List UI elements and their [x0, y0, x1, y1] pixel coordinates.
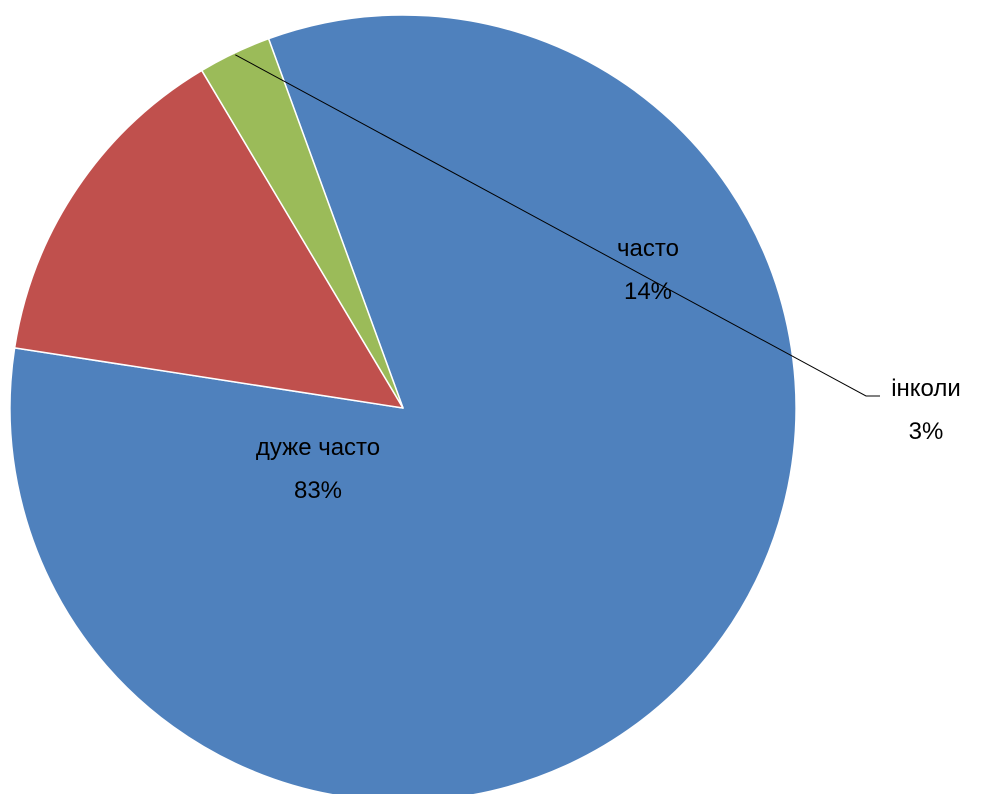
data-label-category-sometimes: інколи — [891, 375, 961, 402]
pie-slice-often — [13, 69, 404, 409]
data-label-category-often: часто — [617, 235, 679, 262]
data-label-category-very-often: дуже часто — [256, 434, 380, 461]
data-label-percent-very-often: 83% — [294, 477, 342, 504]
data-label-percent-sometimes: 3% — [909, 418, 944, 445]
data-labels-layer: дуже часто 83% часто 14% інколи 3% — [256, 235, 961, 504]
pie-slice-sometimes — [201, 37, 404, 409]
pie-slice-very-often — [9, 14, 797, 794]
leader-lines-layer — [235, 54, 880, 397]
data-label-percent-often: 14% — [624, 278, 672, 305]
slices-layer — [9, 14, 797, 794]
leader-line-sometimes — [235, 54, 880, 397]
